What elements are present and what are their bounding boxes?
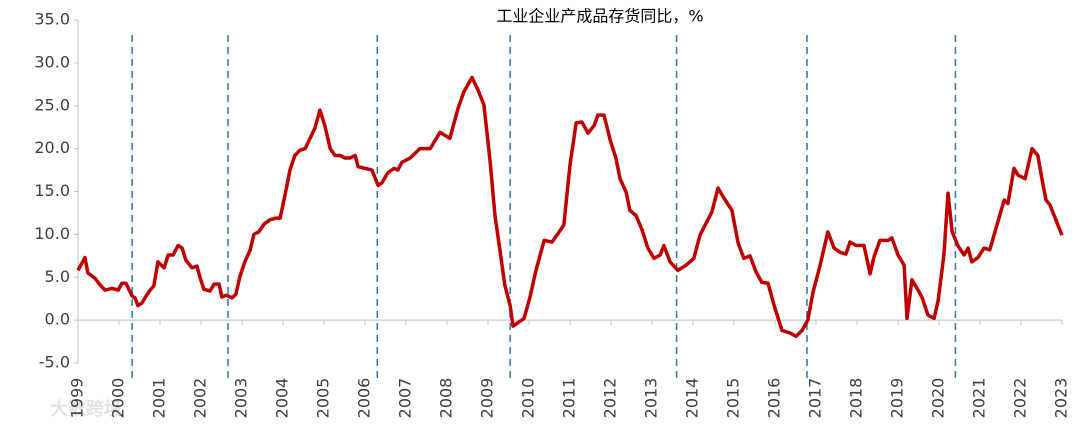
x-tick-label: 2008 (437, 378, 456, 419)
y-tick-label: 25.0 (34, 95, 70, 114)
x-tick-label: 2019 (888, 378, 907, 419)
x-tick-label: 2020 (929, 378, 948, 419)
x-tick-label: 2010 (519, 378, 538, 419)
x-tick-label: 2006 (355, 378, 374, 419)
x-tick-label: 2018 (847, 378, 866, 419)
chart-title: 工业企业产成品存货同比，% (496, 7, 703, 26)
x-tick-label: 2014 (683, 378, 702, 419)
x-tick-label: 2012 (601, 378, 620, 419)
x-tick-label: 2011 (560, 378, 579, 419)
y-tick-label: 0.0 (45, 310, 70, 329)
x-tick-label: 2022 (1011, 378, 1030, 419)
x-tick-label: 1999 (68, 378, 87, 419)
y-tick-label: 10.0 (34, 224, 70, 243)
watermark: 大数跨境 (50, 398, 122, 420)
y-tick-label: 15.0 (34, 181, 70, 200)
y-tick-label: 5.0 (45, 267, 70, 286)
x-tick-label: 2023 (1052, 378, 1071, 419)
y-tick-label: 20.0 (34, 138, 70, 157)
y-tick-label: 35.0 (34, 10, 70, 29)
x-tick-label: 2003 (232, 378, 251, 419)
x-tick-label: 2021 (970, 378, 989, 419)
y-tick-label: 30.0 (34, 52, 70, 71)
x-tick-label: 2017 (806, 378, 825, 419)
x-tick-label: 2009 (478, 378, 497, 419)
x-tick-label: 2015 (724, 378, 743, 419)
x-tick-label: 2016 (765, 378, 784, 419)
x-tick-label: 2000 (109, 378, 128, 419)
x-tick-label: 2013 (642, 378, 661, 419)
x-tick-label: 2007 (396, 378, 415, 419)
x-tick-label: 2002 (191, 378, 210, 419)
x-tick-label: 2004 (273, 378, 292, 419)
line (76, 75, 1064, 339)
x-tick-label: 2001 (150, 378, 169, 419)
x-tick-label: 2005 (314, 378, 333, 419)
y-tick-label: -5.0 (39, 353, 70, 372)
